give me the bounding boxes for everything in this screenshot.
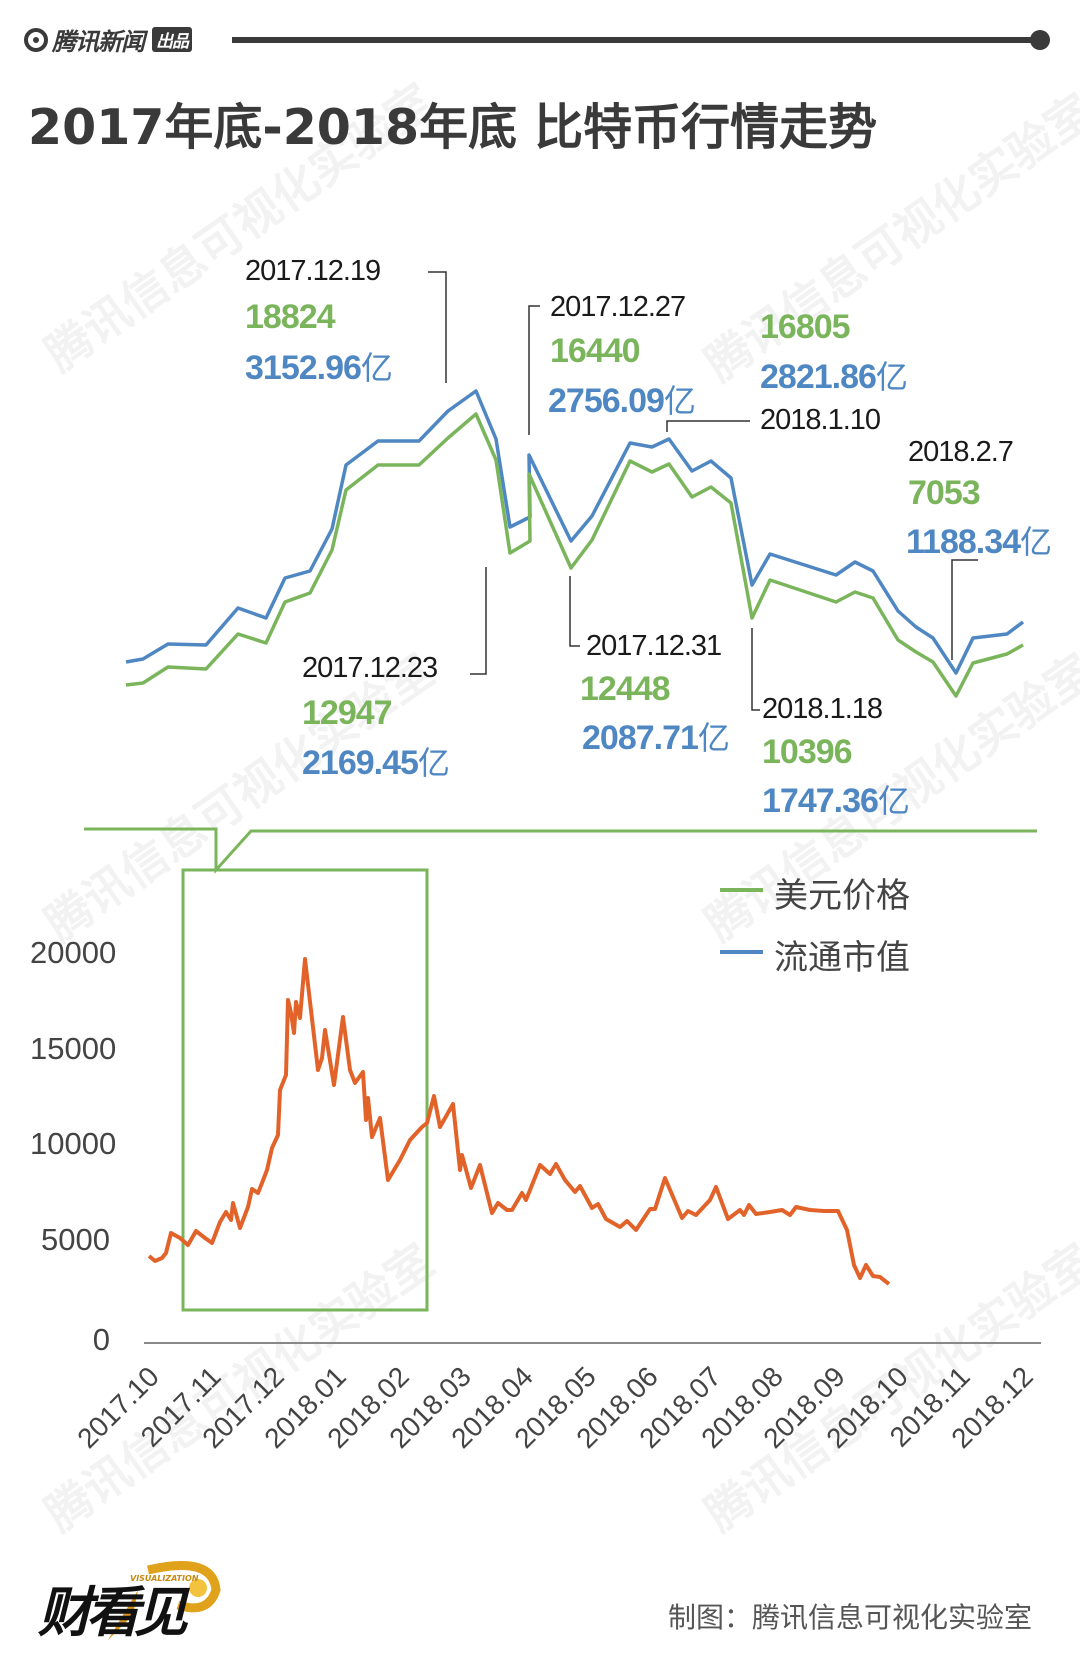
mcap-unit: 亿 — [663, 383, 696, 419]
price-usd-line — [125, 412, 1024, 698]
brand-tag: 出品 — [152, 27, 192, 52]
y-tick: 10000 — [30, 1126, 117, 1161]
legend-mcap: 流通市值 — [774, 938, 910, 978]
btc-price-line — [147, 957, 891, 1286]
caikanjian-logo: 财看见 VISUALIZATION — [38, 1560, 228, 1644]
annotation-mcap: 2821.86亿 — [760, 352, 908, 398]
logo-subtext: VISUALIZATION — [130, 1574, 199, 1583]
annotation-leaders — [428, 271, 978, 711]
header-rule-dot — [1030, 30, 1050, 50]
mcap-value: 1188.34 — [906, 523, 1021, 561]
annotation-price: 16805 — [760, 308, 851, 346]
annotation-price: 16440 — [550, 332, 641, 370]
annotation-date: 2017.12.19 — [245, 255, 381, 287]
annotation-price: 7053 — [908, 474, 981, 512]
annotation-mcap: 1747.36亿 — [762, 776, 910, 822]
zoom-connector — [84, 827, 1037, 874]
legend-price: 美元价格 — [774, 876, 910, 916]
annotation-date: 2018.1.10 — [760, 404, 881, 436]
y-tick: 5000 — [41, 1222, 110, 1257]
mcap-unit: 亿 — [875, 359, 908, 395]
y-tick: 20000 — [30, 935, 117, 970]
brand-name: 腾讯新闻 — [52, 28, 145, 56]
mcap-unit: 亿 — [360, 350, 393, 386]
mcap-value: 2169.45 — [302, 744, 419, 782]
annotation-date: 2018.2.7 — [908, 436, 1014, 468]
annotation-mcap: 1188.34亿 — [906, 517, 1052, 563]
annotation-date: 2018.1.18 — [762, 693, 883, 725]
y-tick: 15000 — [30, 1031, 117, 1066]
annotation-mcap: 2756.09亿 — [548, 376, 696, 422]
annotation-date: 2017.12.23 — [302, 652, 438, 684]
mcap-value: 2821.86 — [760, 358, 877, 396]
highlight-box — [181, 868, 429, 1312]
annotation-mcap: 3152.96亿 — [245, 343, 393, 389]
logo-text: 财看见 — [38, 1581, 188, 1644]
mcap-unit: 亿 — [417, 745, 450, 781]
mcap-value: 2756.09 — [548, 382, 665, 420]
mcap-unit: 亿 — [877, 783, 910, 819]
page-title: 2017年底-2018年底 比特币行情走势 — [28, 99, 878, 156]
credit-text: 制图：腾讯信息可视化实验室 — [667, 1601, 1032, 1634]
logo-swoosh-icon — [108, 1561, 221, 1640]
mcap-unit: 亿 — [697, 720, 730, 756]
mcap-value: 3152.96 — [245, 349, 362, 387]
annotation-mcap: 2087.71亿 — [582, 713, 730, 759]
annotation-price: 12448 — [580, 670, 671, 708]
annotation-price: 18824 — [245, 298, 336, 336]
annotation-price: 12947 — [302, 694, 393, 732]
annotation-date: 2017.12.31 — [586, 630, 722, 662]
y-tick: 0 — [92, 1322, 110, 1357]
brand: 腾讯新闻 出品 — [24, 22, 192, 57]
tencent-news-logo-icon — [24, 27, 48, 52]
mcap-unit: 亿 — [1020, 524, 1052, 560]
annotation-mcap: 2169.45亿 — [302, 738, 450, 784]
mcap-value: 1747.36 — [762, 782, 879, 820]
market-cap-line — [125, 389, 1025, 675]
annotation-price: 10396 — [762, 733, 853, 771]
mcap-value: 2087.71 — [582, 719, 699, 757]
annotation-date: 2017.12.27 — [550, 291, 686, 323]
